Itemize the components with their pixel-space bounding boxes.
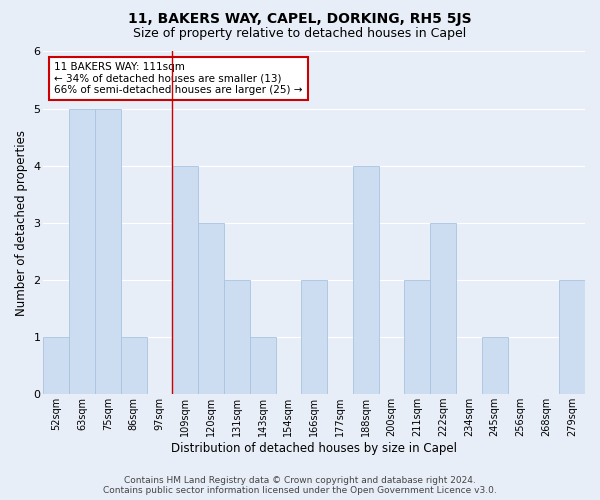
Text: Contains HM Land Registry data © Crown copyright and database right 2024.
Contai: Contains HM Land Registry data © Crown c… (103, 476, 497, 495)
Bar (95, 108, 121, 394)
Bar (482, 337, 508, 394)
Bar (250, 337, 275, 394)
Bar (301, 280, 327, 394)
Text: 11, BAKERS WAY, CAPEL, DORKING, RH5 5JS: 11, BAKERS WAY, CAPEL, DORKING, RH5 5JS (128, 12, 472, 26)
Bar (353, 166, 379, 394)
Bar (172, 166, 198, 394)
Bar (224, 280, 250, 394)
Bar (404, 280, 430, 394)
Bar (430, 223, 456, 394)
Bar (559, 280, 585, 394)
Text: 11 BAKERS WAY: 111sqm
← 34% of detached houses are smaller (13)
66% of semi-deta: 11 BAKERS WAY: 111sqm ← 34% of detached … (54, 62, 303, 95)
Bar (121, 337, 146, 394)
Bar (198, 223, 224, 394)
Bar (43, 337, 69, 394)
Y-axis label: Number of detached properties: Number of detached properties (15, 130, 28, 316)
Text: Size of property relative to detached houses in Capel: Size of property relative to detached ho… (133, 28, 467, 40)
Bar (69, 108, 95, 394)
X-axis label: Distribution of detached houses by size in Capel: Distribution of detached houses by size … (171, 442, 457, 455)
